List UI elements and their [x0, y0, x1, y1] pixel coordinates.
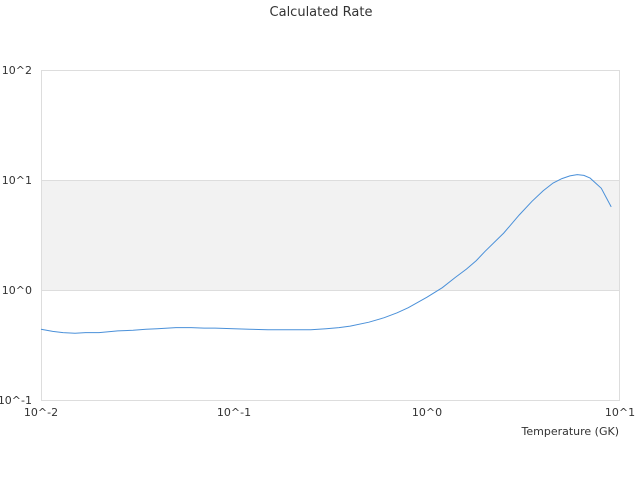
chart-title: Calculated Rate	[270, 5, 373, 20]
x-tick-label: 10^1	[605, 406, 635, 419]
x-tick-label: 10^-2	[24, 406, 58, 419]
grid	[41, 70, 620, 401]
x-tick-label: 10^-1	[217, 406, 251, 419]
y-tick-label: 10^2	[2, 64, 32, 77]
x-tick-label: 10^0	[412, 406, 442, 419]
y-tick-label: 10^-1	[0, 394, 32, 407]
plot-background	[41, 70, 620, 400]
x-axis-label: Temperature (GK)	[521, 425, 620, 438]
y-tick-label: 10^1	[2, 174, 32, 187]
tick-labels: 10^-110^010^110^210^-2 10^-1 10^0 10^1	[0, 64, 635, 419]
series-line	[40, 174, 612, 334]
series-group	[40, 174, 612, 334]
plot-band	[41, 180, 620, 290]
y-tick-label: 10^0	[2, 284, 32, 297]
